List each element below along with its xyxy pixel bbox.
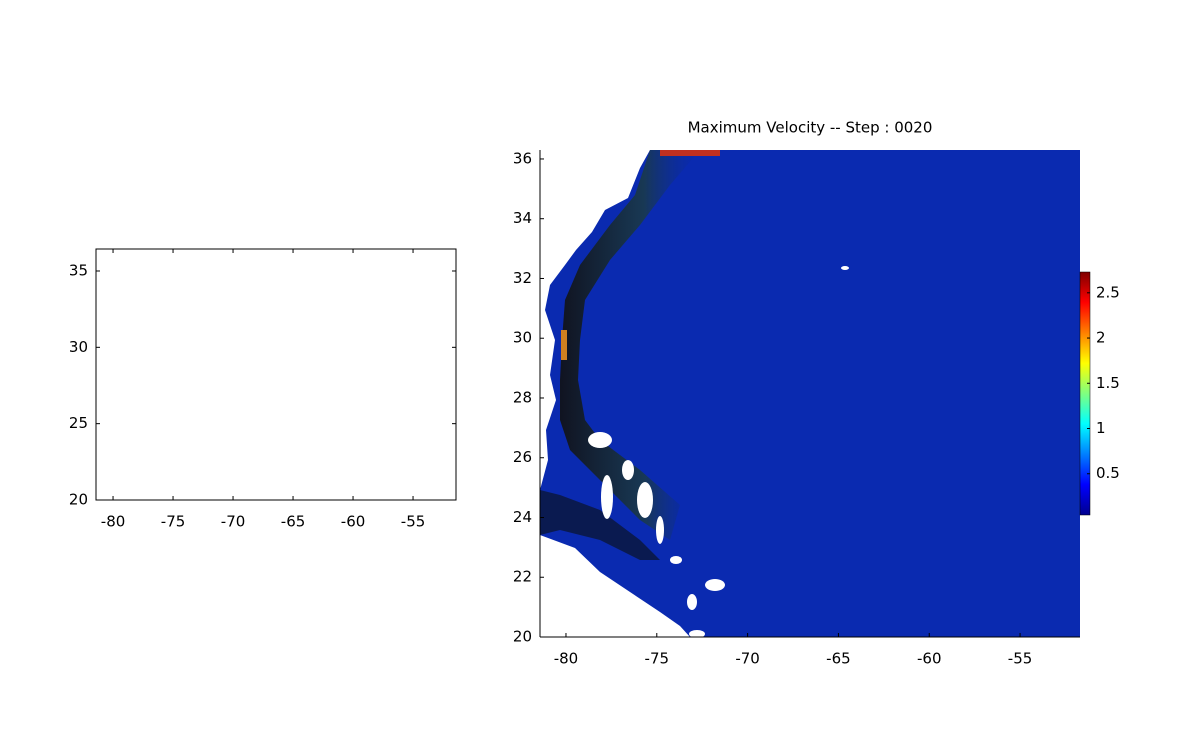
x-tick-label: -60: [917, 650, 942, 668]
y-tick-label: 32: [513, 269, 532, 287]
x-tick-label: -65: [826, 650, 851, 668]
y-tick-label: 30: [69, 338, 88, 356]
x-tick-label: -55: [1008, 650, 1033, 668]
y-tick-label: 34: [513, 209, 532, 227]
x-tick-label: -80: [101, 513, 126, 531]
x-tick-label: -65: [281, 513, 306, 531]
chart-title: Maximum Velocity -- Step : 0020: [688, 119, 933, 137]
x-tick-label: -75: [645, 650, 670, 668]
y-tick-label: 28: [513, 388, 532, 406]
colorbar-tick-label: 0.5: [1096, 464, 1120, 482]
velocity-field: [540, 150, 1080, 638]
y-tick-label: 36: [513, 149, 532, 167]
y-tick-label: 22: [513, 568, 532, 586]
colorbar-tick-label: 2: [1096, 329, 1106, 347]
x-tick-label: -70: [735, 650, 760, 668]
x-tick-label: -75: [161, 513, 186, 531]
colorbar-tick-label: 1: [1096, 419, 1106, 437]
axes-box: [95, 248, 457, 501]
colorbar: [1079, 271, 1091, 516]
y-tick-label: 20: [69, 491, 88, 509]
y-tick-label: 30: [513, 329, 532, 347]
x-tick-label: -55: [401, 513, 426, 531]
y-tick-label: 24: [513, 508, 532, 526]
colorbar-tick-label: 2.5: [1096, 283, 1120, 301]
y-tick-label: 35: [69, 261, 88, 279]
y-tick-label: 25: [69, 414, 88, 432]
x-tick-label: -80: [554, 650, 579, 668]
y-tick-label: 20: [513, 628, 532, 646]
colorbar-tick-label: 1.5: [1096, 374, 1120, 392]
x-tick-label: -60: [341, 513, 366, 531]
x-tick-label: -70: [221, 513, 246, 531]
y-tick-label: 26: [513, 448, 532, 466]
